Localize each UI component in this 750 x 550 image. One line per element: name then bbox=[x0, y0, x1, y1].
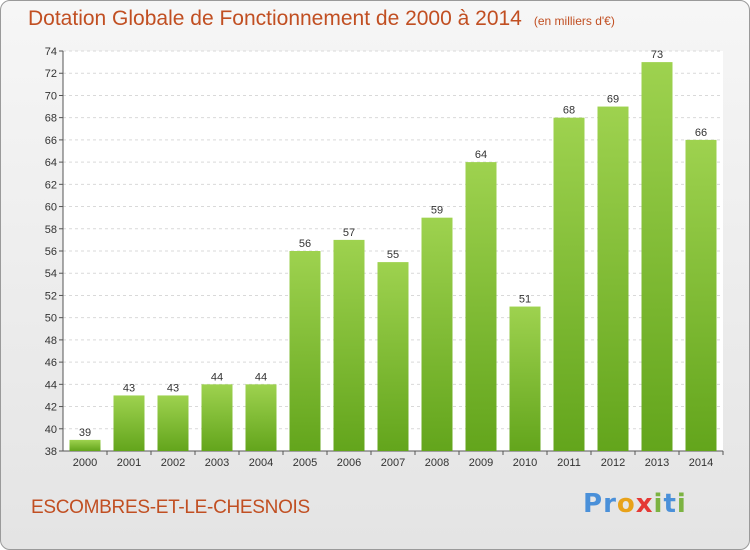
x-tick-label: 2012 bbox=[601, 457, 625, 469]
x-tick-label: 2007 bbox=[381, 457, 405, 469]
proxiti-logo: Proxiti bbox=[583, 489, 687, 519]
logo-letter: t bbox=[663, 489, 677, 519]
logo-letter: r bbox=[603, 489, 617, 519]
x-tick-label: 2006 bbox=[337, 457, 361, 469]
logo-letter: i bbox=[653, 489, 664, 519]
chart-unit: (en milliers d'€) bbox=[533, 14, 615, 28]
y-tick-label: 72 bbox=[45, 68, 57, 80]
chart-title: Dotation Globale de Fonctionnement de 20… bbox=[28, 7, 522, 30]
y-tick-label: 54 bbox=[45, 268, 57, 280]
x-tick-label: 2002 bbox=[161, 457, 185, 469]
y-tick-label: 66 bbox=[45, 135, 57, 147]
bar bbox=[685, 139, 717, 451]
commune-name: ESCOMBRES-ET-LE-CHESNOIS bbox=[31, 497, 310, 518]
data-label: 69 bbox=[607, 94, 619, 106]
y-tick-label: 62 bbox=[45, 179, 57, 191]
data-label: 44 bbox=[211, 371, 223, 383]
y-tick-label: 68 bbox=[45, 113, 57, 125]
logo-letter: P bbox=[583, 489, 604, 519]
y-tick-label: 38 bbox=[45, 446, 57, 458]
bar bbox=[377, 262, 409, 451]
x-tick-label: 2009 bbox=[469, 457, 493, 469]
y-tick-label: 58 bbox=[45, 224, 57, 236]
y-tick-label: 52 bbox=[45, 290, 57, 302]
data-label: 51 bbox=[519, 294, 531, 306]
data-label: 39 bbox=[79, 427, 91, 439]
data-label: 68 bbox=[563, 105, 575, 117]
y-tick-label: 74 bbox=[45, 46, 57, 58]
data-label: 59 bbox=[431, 205, 443, 217]
x-tick-label: 2013 bbox=[645, 457, 669, 469]
data-label: 43 bbox=[167, 382, 179, 394]
x-tick-label: 2001 bbox=[117, 457, 141, 469]
data-label: 44 bbox=[255, 371, 267, 383]
bar bbox=[113, 395, 145, 451]
bar bbox=[69, 439, 101, 451]
y-tick-label: 46 bbox=[45, 357, 57, 369]
y-tick-label: 44 bbox=[45, 379, 57, 391]
bar bbox=[157, 395, 189, 451]
data-label: 55 bbox=[387, 249, 399, 261]
x-tick-label: 2003 bbox=[205, 457, 229, 469]
y-tick-label: 40 bbox=[45, 424, 57, 436]
bar bbox=[421, 217, 453, 451]
bar bbox=[465, 162, 497, 451]
data-label: 64 bbox=[475, 149, 487, 161]
y-tick-label: 50 bbox=[45, 313, 57, 325]
data-label: 43 bbox=[123, 382, 135, 394]
bar bbox=[245, 384, 277, 451]
x-tick-label: 2000 bbox=[73, 457, 97, 469]
logo-letter: i bbox=[676, 489, 687, 519]
chart-title-row: Dotation Globale de Fonctionnement de 20… bbox=[28, 7, 615, 31]
data-label: 56 bbox=[299, 238, 311, 250]
bar bbox=[289, 251, 321, 451]
bar bbox=[201, 384, 233, 451]
x-tick-label: 2008 bbox=[425, 457, 449, 469]
x-tick-label: 2011 bbox=[557, 457, 581, 469]
data-label: 57 bbox=[343, 227, 355, 239]
logo-letter: x bbox=[635, 489, 654, 519]
x-tick-label: 2014 bbox=[689, 457, 713, 469]
x-tick-label: 2004 bbox=[249, 457, 273, 469]
bar bbox=[509, 306, 541, 451]
bar bbox=[641, 62, 673, 451]
bar bbox=[333, 239, 365, 451]
y-tick-label: 64 bbox=[45, 157, 57, 169]
x-tick-label: 2010 bbox=[513, 457, 537, 469]
logo-letter: o bbox=[616, 489, 636, 519]
y-tick-label: 42 bbox=[45, 402, 57, 414]
x-tick-label: 2005 bbox=[293, 457, 317, 469]
bar bbox=[597, 106, 629, 452]
y-tick-label: 70 bbox=[45, 90, 57, 102]
y-tick-label: 56 bbox=[45, 246, 57, 258]
y-tick-label: 60 bbox=[45, 202, 57, 214]
bar bbox=[553, 117, 585, 452]
data-label: 73 bbox=[651, 49, 663, 61]
data-label: 66 bbox=[695, 127, 707, 139]
y-tick-label: 48 bbox=[45, 335, 57, 347]
